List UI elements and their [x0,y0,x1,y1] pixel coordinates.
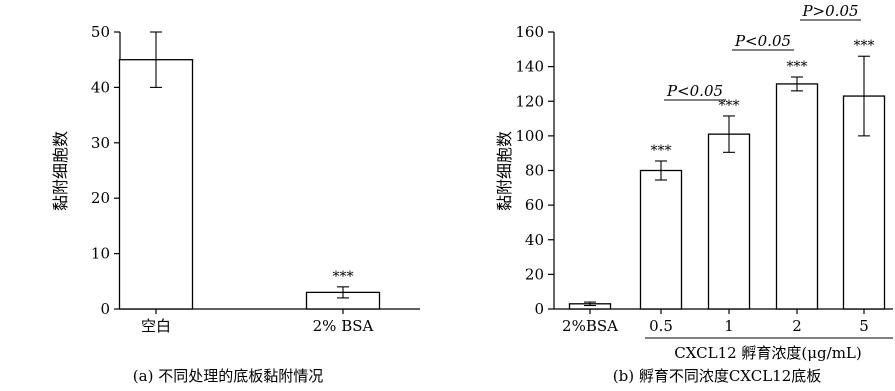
panel-a-bars: *** [118,31,381,310]
significance-label: *** [787,59,808,75]
panel-a-y-axis-label: 黏附细胞数 [51,131,70,211]
y-tick-label: 40 [525,231,544,249]
panel-a-caption: (a) 不同处理的底板黏附情况 [133,367,323,385]
x-tick-label: 1 [724,317,734,335]
panel-b-caption: (b) 孵育不同浓度CXCL12底板 [613,367,822,385]
y-tick-label: 80 [525,162,544,180]
panel-b-x-tick-labels: 2%BSA 0.5 1 2 5 [562,309,869,335]
panel-a-y-ticks: 0 10 20 30 40 50 [91,23,120,318]
panel-a-x-tick-labels: 空白 2% BSA [141,309,374,335]
bar [118,59,194,310]
y-tick-label: 100 [515,127,544,145]
panel-b-x-axis-label: CXCL12 孵育浓度(μg/mL) [674,344,861,362]
x-tick-label: 2% BSA [313,317,374,335]
y-tick-label: 30 [91,134,110,152]
x-tick-label: 5 [859,317,869,335]
y-tick-label: 0 [534,300,544,318]
x-tick-label: 2 [792,317,802,335]
y-tick-label: 0 [100,300,110,318]
y-tick-label: 40 [91,78,110,96]
significance-label: *** [333,269,354,285]
significance-label: *** [854,38,875,54]
bar [707,133,751,310]
significance-label: *** [719,98,740,114]
x-tick-label: 0.5 [649,317,673,335]
panel-b-comparison-brackets: P<0.05 P<0.05 P>0.05 [664,2,861,101]
panel-b-y-axis-label: 黏附细胞数 [495,131,514,211]
y-tick-label: 20 [91,189,110,207]
panel-b-bars: *** *** *** *** [568,38,886,310]
comparison-label: P<0.05 [734,32,791,50]
y-tick-label: 50 [91,23,110,41]
y-tick-label: 20 [525,265,544,283]
x-tick-label: 空白 [141,317,171,335]
panel-a: 0 10 20 30 40 50 *** 空白 2% BSA 黏附细胞数 (a) 不同处理的… [51,23,420,385]
panel-b-y-ticks: 0 20 40 60 80 100 120 140 160 [515,23,554,318]
x-tick-label: 2%BSA [562,317,618,335]
y-tick-label: 120 [515,92,544,110]
comparison-label: P<0.05 [666,82,723,100]
panel-b: 0 20 40 60 80 100 120 140 160 *** *** *** *** 2%BSA… [495,2,893,385]
significance-label: *** [651,143,672,159]
y-tick-label: 160 [515,23,544,41]
y-tick-label: 60 [525,196,544,214]
bar [775,83,819,310]
bar [639,169,683,310]
y-tick-label: 140 [515,58,544,76]
y-tick-label: 10 [91,245,110,263]
comparison-label: P>0.05 [801,2,858,20]
